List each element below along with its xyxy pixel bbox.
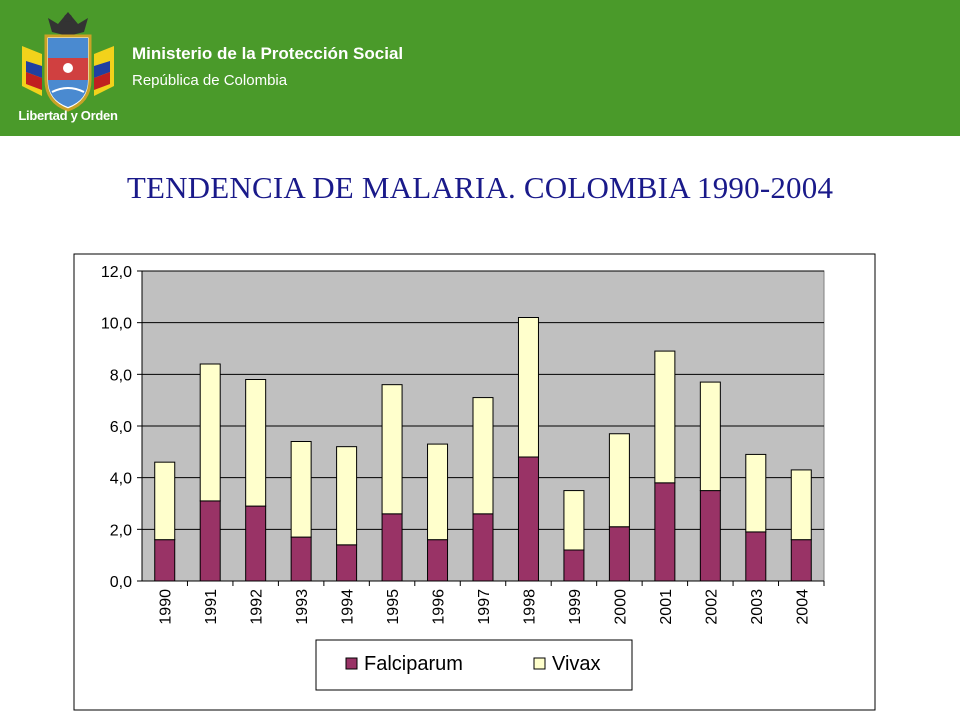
x-tick-label: 1995: [385, 589, 402, 625]
bar-vivax-2004: [790, 469, 812, 541]
bar-vivax-1997: [472, 397, 494, 515]
colombia-coat-of-arms-icon: [22, 12, 114, 112]
x-tick-label: 1999: [567, 589, 584, 625]
x-tick-label: 1993: [294, 589, 311, 625]
y-tick-label: 10,0: [101, 316, 132, 333]
bar-vivax-1996: [427, 443, 449, 541]
bar-falciparum-1995: [381, 513, 403, 582]
bar-vivax-2002: [699, 381, 721, 492]
bar-vivax-1993: [290, 441, 312, 538]
legend-swatch-vivax: [533, 657, 546, 670]
x-tick-label: 1994: [340, 589, 357, 625]
x-tick-label: 1998: [521, 589, 538, 625]
x-tick-label: 1991: [203, 589, 220, 625]
bar-vivax-1995: [381, 384, 403, 515]
bar-falciparum-2003: [745, 531, 767, 582]
bar-falciparum-1990: [154, 539, 176, 582]
bar-falciparum-1999: [563, 549, 585, 582]
ministry-name: Ministerio de la Protección Social: [132, 44, 404, 63]
bar-vivax-1994: [336, 446, 358, 546]
bar-falciparum-2001: [654, 482, 676, 582]
y-tick-label: 6,0: [110, 419, 132, 436]
x-tick-label: 2003: [749, 589, 766, 625]
header-banner: Libertad y Orden Ministerio de la Protec…: [0, 0, 960, 136]
y-tick-label: 4,0: [110, 471, 132, 488]
legend-box: [315, 639, 633, 691]
x-tick-label: 2002: [703, 589, 720, 625]
bar-falciparum-1998: [517, 456, 539, 582]
bar-falciparum-2002: [699, 490, 721, 582]
bar-vivax-2003: [745, 453, 767, 533]
y-tick-label: 8,0: [110, 367, 132, 384]
bar-falciparum-1991: [199, 500, 221, 582]
legend-label-falciparum: Falciparum: [364, 653, 463, 675]
bar-falciparum-1996: [427, 539, 449, 582]
x-tick-label: 1996: [431, 589, 448, 625]
x-tick-label: 1990: [158, 589, 175, 625]
page-title: TENDENCIA DE MALARIA. COLOMBIA 1990-2004: [126, 170, 834, 205]
bar-vivax-1992: [245, 379, 267, 507]
bar-falciparum-1992: [245, 505, 267, 582]
x-tick-label: 2001: [658, 589, 675, 625]
x-tick-label: 2004: [794, 589, 811, 625]
bar-falciparum-1994: [336, 544, 358, 582]
y-tick-label: 0,0: [110, 574, 132, 591]
y-tick-label: 12,0: [101, 264, 132, 281]
republic-name: República de Colombia: [132, 72, 288, 89]
bar-vivax-1999: [563, 490, 585, 551]
y-tick-label: 2,0: [110, 522, 132, 539]
motto-text: Libertad y Orden: [18, 108, 118, 123]
bar-falciparum-1997: [472, 513, 494, 582]
x-tick-label: 1992: [249, 589, 266, 625]
x-tick-label: 2000: [612, 589, 629, 625]
bar-vivax-2001: [654, 350, 676, 484]
legend-label-vivax: Vivax: [552, 653, 601, 675]
bar-falciparum-2000: [608, 526, 630, 582]
bar-vivax-1990: [154, 461, 176, 541]
bar-falciparum-1993: [290, 536, 312, 582]
legend-swatch-falciparum: [345, 657, 358, 670]
bar-vivax-2000: [608, 433, 630, 528]
x-tick-label: 1997: [476, 589, 493, 625]
bar-falciparum-2004: [790, 539, 812, 582]
bar-vivax-1998: [517, 317, 539, 458]
bar-vivax-1991: [199, 363, 221, 502]
